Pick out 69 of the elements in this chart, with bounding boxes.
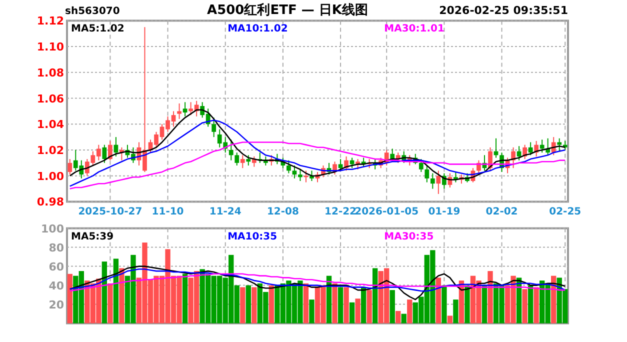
bar: [436, 278, 442, 324]
x-tick-label: 12-08: [266, 206, 299, 218]
y-tick-label: 1.06: [36, 92, 64, 106]
bar: [67, 274, 72, 324]
bar: [522, 289, 528, 324]
bar: [268, 285, 274, 324]
text: MA10:35: [228, 231, 278, 242]
bar: [528, 285, 534, 324]
line-series: [69, 268, 566, 292]
text: MA5:39: [71, 231, 114, 242]
y-tick-label: 20: [48, 298, 64, 312]
bar: [442, 285, 447, 324]
y-tick-label: 40: [48, 279, 64, 292]
line-series: [69, 142, 566, 190]
bar: [453, 300, 458, 324]
bar: [360, 287, 366, 324]
x-tick-label: 2025-10-27: [78, 206, 142, 218]
y-tick-label: 1.10: [36, 40, 64, 54]
bar: [240, 287, 246, 324]
bar: [108, 283, 113, 324]
x-tick-label: 02-25: [549, 206, 582, 218]
text: MA5:1.02: [71, 24, 124, 35]
y-tick-label: 1.00: [36, 170, 64, 183]
y-tick-label: 1.02: [36, 144, 64, 157]
bar: [534, 287, 539, 324]
text: MA30:35: [384, 231, 434, 242]
bar: [355, 298, 360, 324]
bar: [366, 290, 372, 324]
bar: [407, 300, 412, 324]
x-tick-label: 02-02: [486, 206, 518, 218]
bar: [246, 285, 251, 324]
bar: [182, 274, 188, 324]
bar: [338, 287, 344, 324]
x-tick-label: 11-24: [209, 206, 242, 218]
text: 2026-02-25 09:35:51: [439, 4, 568, 17]
x-tick-label: 2026-01-05: [354, 206, 419, 218]
bar: [447, 316, 453, 324]
x-tick-label: 11-10: [152, 206, 184, 218]
line-series: [69, 266, 566, 300]
x-tick-label: 01-19: [428, 206, 460, 218]
bar: [401, 314, 406, 324]
bar: [464, 285, 470, 324]
x-tick-label: 12-22: [324, 206, 357, 218]
chart-title: A500红利ETF — 日K线图: [207, 2, 368, 18]
line-series: [69, 273, 566, 292]
bar: [344, 287, 349, 324]
bar: [488, 271, 493, 324]
bar: [252, 287, 257, 324]
bar: [332, 283, 338, 324]
bar: [102, 262, 108, 324]
bar: [113, 258, 119, 324]
bar: [119, 268, 124, 324]
bar: [372, 268, 378, 324]
bar: [309, 300, 314, 324]
y-tick-label: 80: [48, 241, 64, 254]
bar: [390, 290, 395, 324]
y-tick-label: 0.98: [36, 196, 64, 209]
text: MA10:1.02: [228, 24, 288, 35]
text: sh563070: [65, 6, 120, 17]
text: MA30:1.01: [384, 24, 444, 35]
y-tick-label: 60: [48, 260, 64, 274]
y-tick-label: 100: [41, 222, 64, 236]
bar: [396, 310, 401, 324]
bar: [349, 302, 355, 324]
y-tick-label: 1.12: [36, 14, 64, 28]
y-tick-label: 1.04: [36, 118, 64, 132]
bar: [303, 283, 309, 324]
y-tick-label: 1.08: [36, 66, 64, 80]
bar: [482, 285, 488, 324]
